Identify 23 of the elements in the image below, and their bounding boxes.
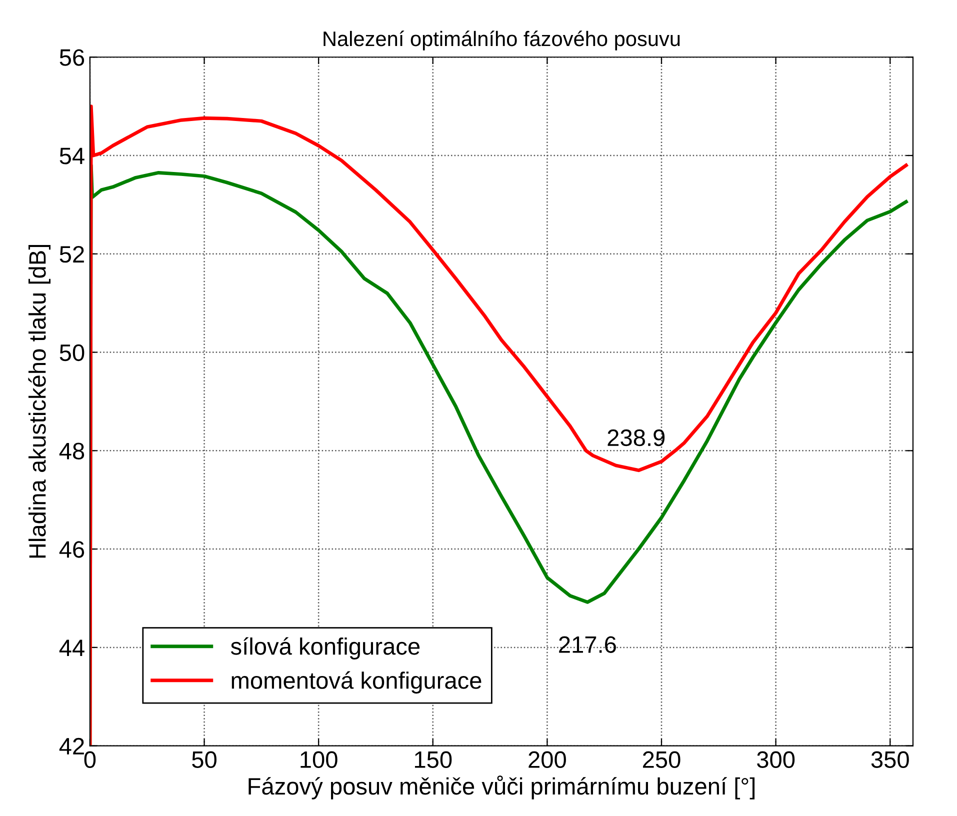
x-tick-label: 0 [84,751,96,768]
annotation: 238.9 [608,429,665,446]
y-tick-label: 46 [59,541,84,558]
legend-label: sílová konfigurace [230,637,420,660]
y-tick-label: 48 [59,442,84,460]
y-tick-label: 42 [59,738,84,754]
x-tick-label: 100 [300,751,338,768]
x-tick-label: 200 [528,751,566,768]
legend-label: momentová konfigurace [232,671,482,694]
annotation: 217.6 [559,636,616,653]
y-axis-title: Hladina akustického tlaku [dB] [28,244,51,558]
y-tick-label: 44 [59,640,84,656]
x-axis-title: Fázový posuv měniče vůči primárnímu buzení [°] [248,775,755,800]
chart-title: Nalezení optimálního fázového posuvu [324,30,680,50]
x-tick-label: 300 [757,751,795,768]
y-tick-label: 54 [60,148,84,164]
x-tick-label: 350 [871,751,909,768]
x-tick-label: 150 [414,751,452,768]
y-tick-label: 52 [60,246,84,263]
y-tick-label: 50 [60,344,84,362]
x-tick-label: 50 [192,751,216,768]
x-tick-label: 250 [642,751,680,768]
y-tick-label: 56 [60,49,84,66]
